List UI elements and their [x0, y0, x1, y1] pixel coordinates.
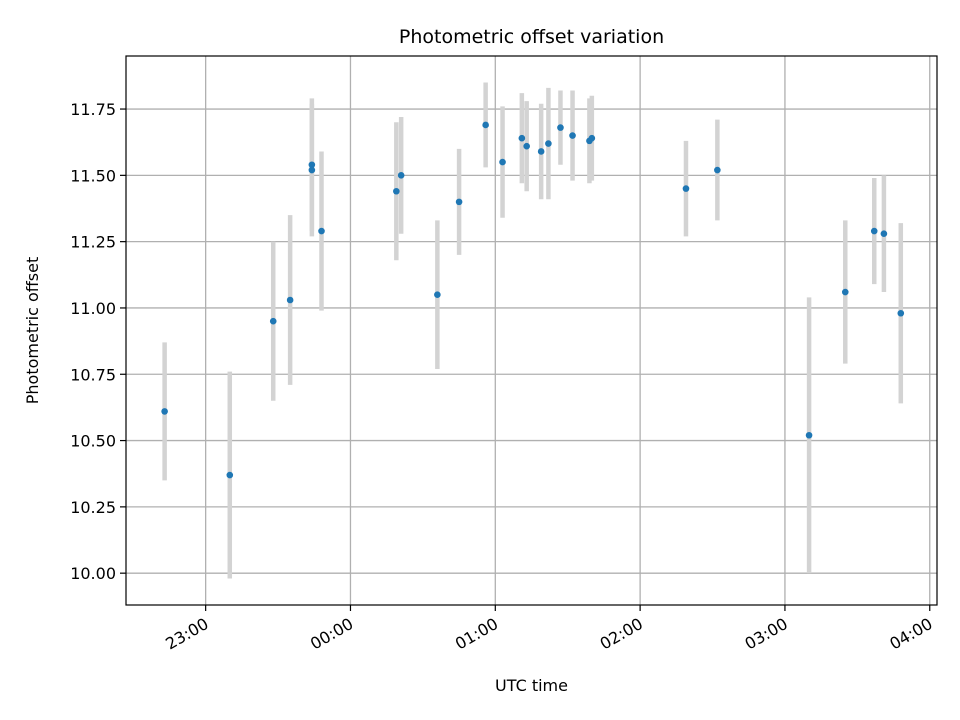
data-point	[161, 408, 168, 415]
data-point	[523, 142, 530, 150]
data-point	[537, 148, 545, 155]
data-point	[870, 227, 878, 235]
data-point	[499, 158, 506, 166]
y-tick-label: 11.00	[70, 299, 116, 318]
data-point	[434, 291, 441, 298]
data-point	[897, 309, 905, 317]
y-axis-ticks: 10.00 10.25 10.50 10.75 11.00 11.25 11.50 11.75	[70, 100, 126, 583]
data-point	[569, 132, 576, 139]
data-point	[841, 288, 849, 296]
data-point	[286, 296, 294, 304]
x-axis-label: UTC time	[495, 676, 568, 695]
data-point	[318, 227, 325, 235]
data-point	[308, 166, 316, 174]
data-point	[397, 172, 405, 179]
data-point	[557, 124, 564, 131]
grid	[126, 56, 937, 605]
y-tick-label: 11.50	[70, 166, 116, 185]
plot-area	[126, 56, 937, 605]
data-point	[455, 198, 463, 206]
plot-frame	[125, 55, 938, 606]
y-tick-label: 11.75	[70, 100, 116, 119]
y-tick-label: 11.25	[70, 233, 116, 252]
data-point	[682, 185, 690, 192]
y-tick-label: 10.75	[70, 365, 116, 384]
data-point	[482, 121, 489, 129]
data-point	[805, 431, 813, 439]
data-point	[714, 166, 721, 174]
y-tick-label: 10.25	[70, 498, 116, 517]
data-point	[518, 134, 526, 142]
data-point	[226, 471, 234, 479]
y-tick-label: 10.00	[70, 564, 116, 583]
data-points	[161, 121, 905, 479]
y-tick-label: 10.50	[70, 432, 116, 451]
data-point	[308, 161, 316, 169]
data-point	[269, 317, 277, 325]
data-point	[545, 140, 552, 147]
data-point	[880, 230, 888, 237]
chart-title: Photometric offset variation	[399, 26, 664, 48]
data-point	[588, 134, 596, 142]
data-point	[393, 187, 400, 195]
y-axis-label: Photometric offset	[23, 257, 42, 405]
